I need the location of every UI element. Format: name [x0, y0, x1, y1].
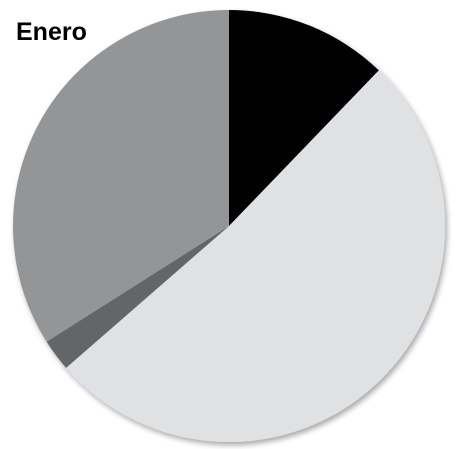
pie-slice — [46, 226, 229, 368]
chart-title: Enero — [16, 18, 87, 46]
pie-slice — [66, 70, 446, 443]
pie-slice — [13, 10, 230, 342]
pie — [13, 10, 446, 443]
pie-slice — [229, 10, 379, 226]
